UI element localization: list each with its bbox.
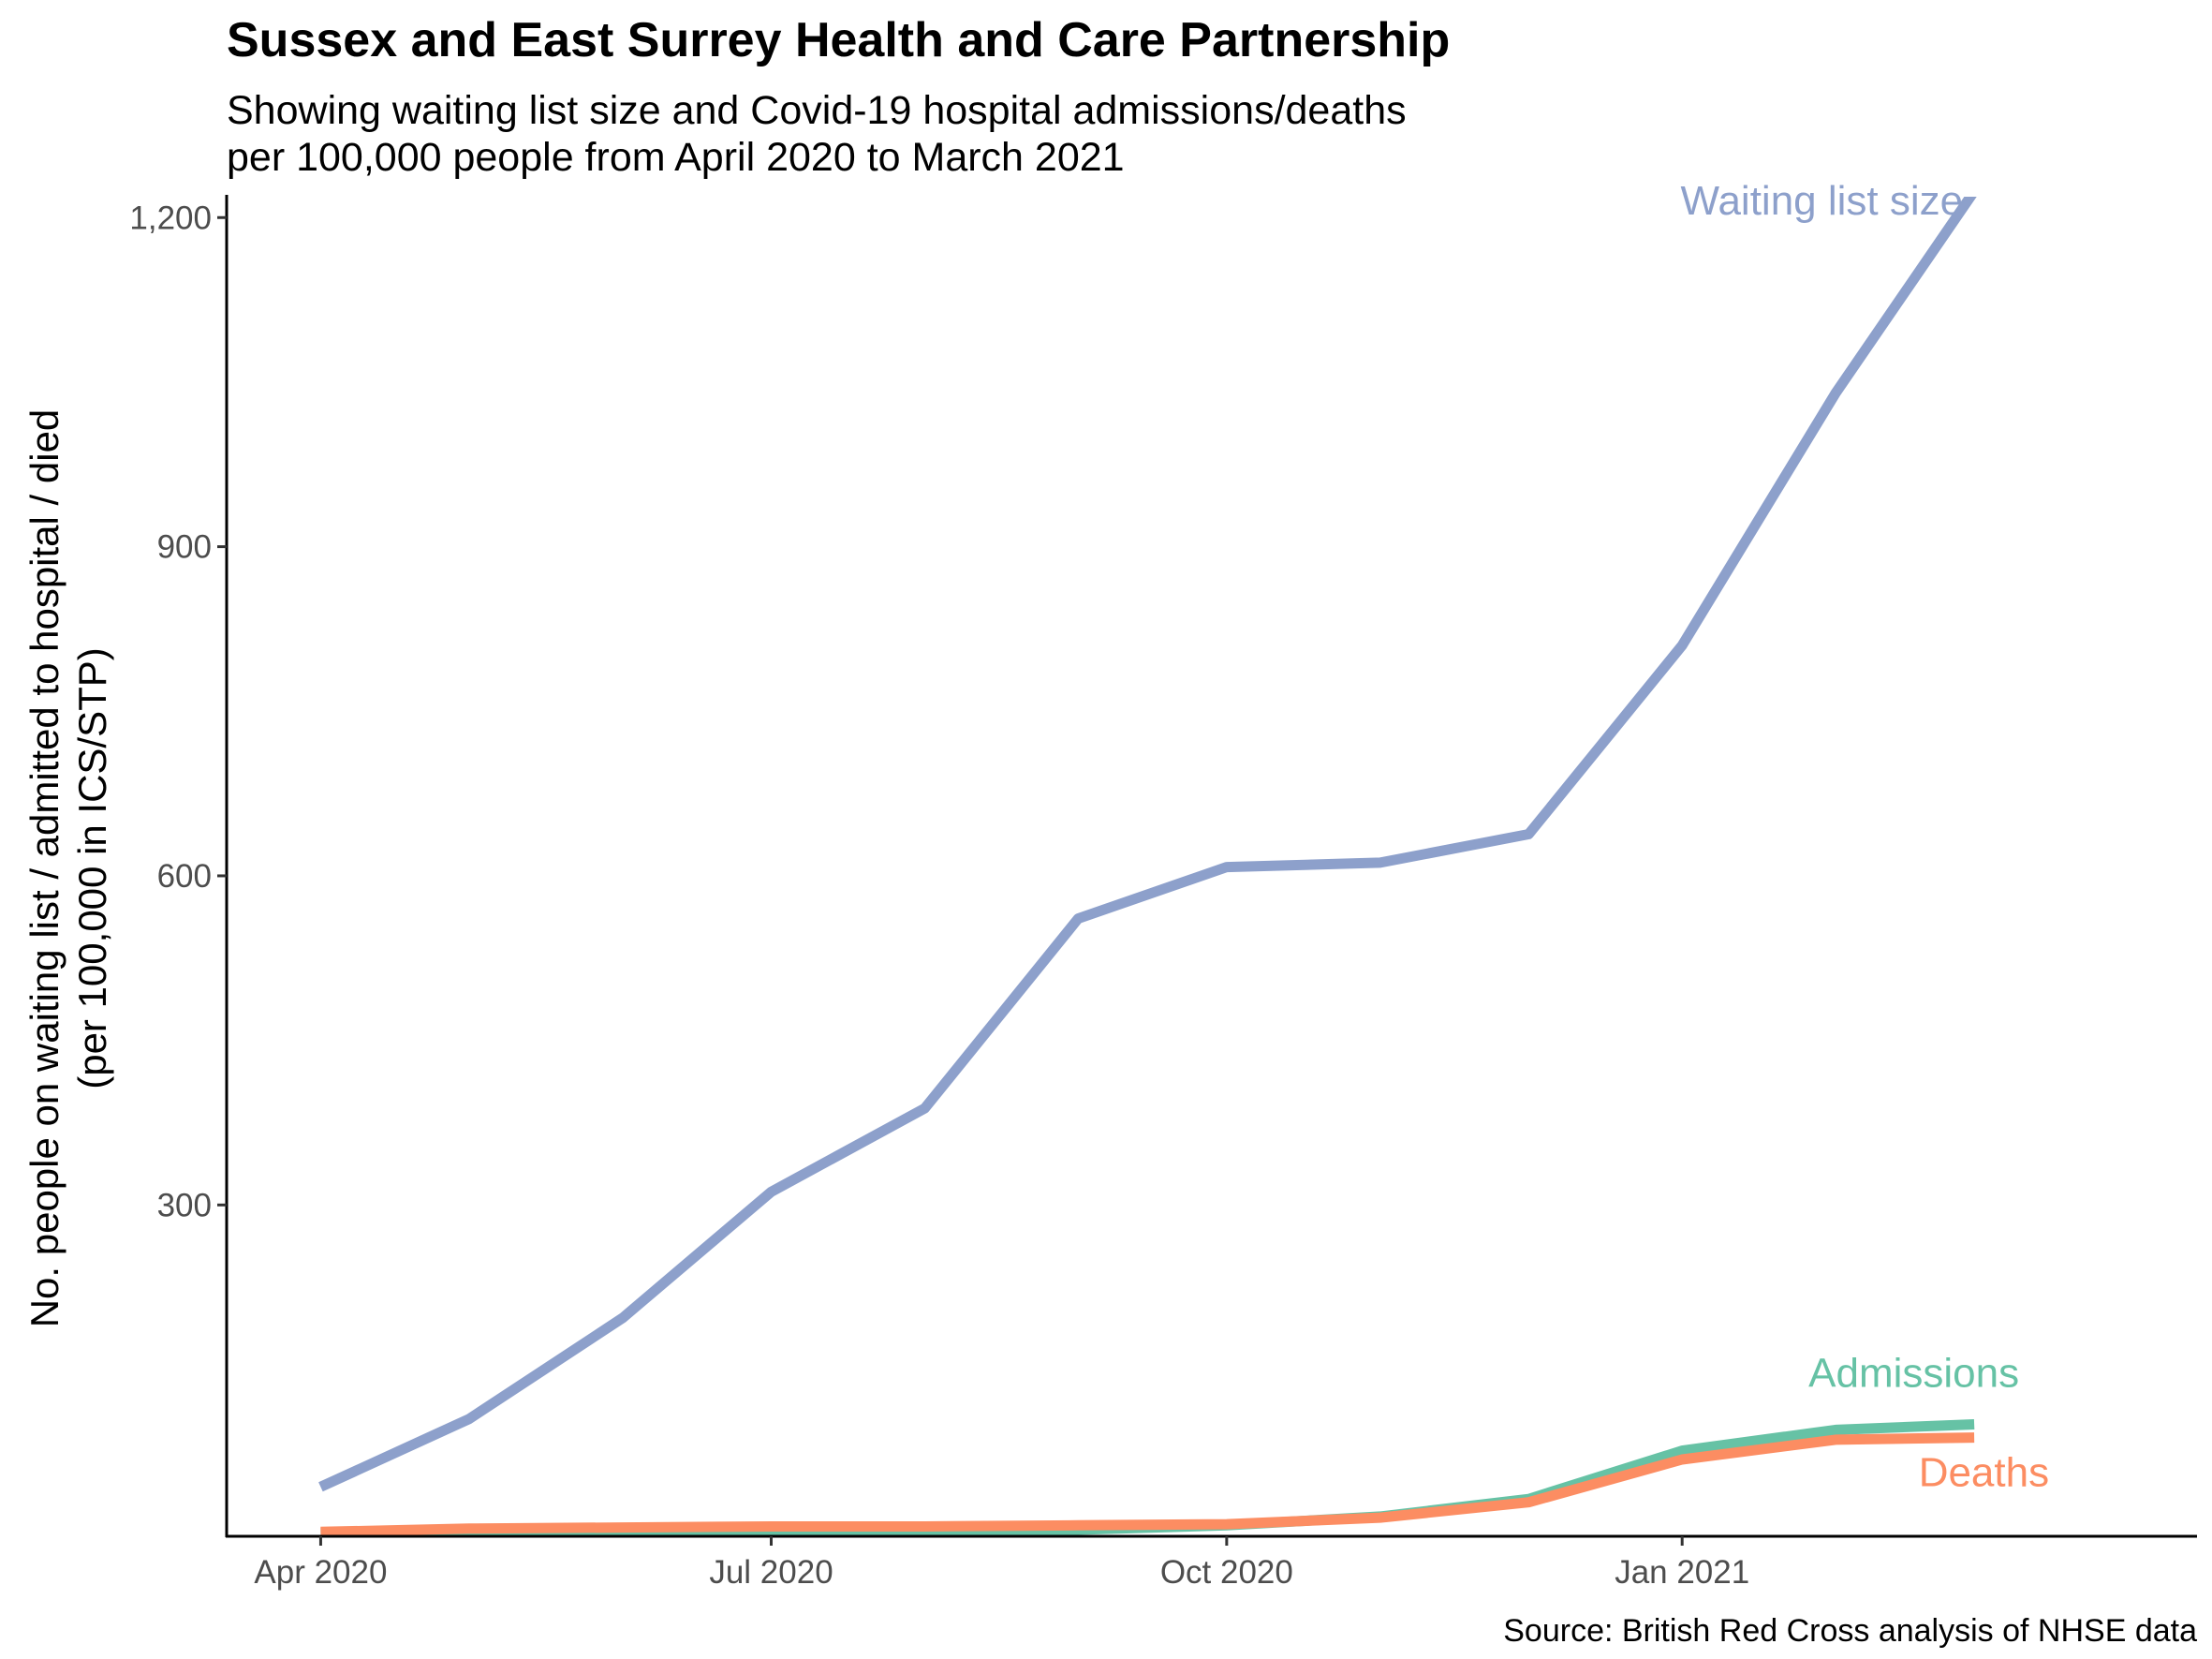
series-line-deaths: [320, 1432, 1975, 1536]
y-tick-label: 600: [157, 858, 212, 895]
y-axis-title-line-2: (per 100,000 in ICS/STP): [70, 647, 114, 1089]
series-label: Waiting list size: [1681, 178, 1964, 224]
x-tick-label: Apr 2020: [254, 1554, 387, 1591]
chart-subtitle-line-1: Showing waiting list size and Covid-19 h…: [227, 88, 1407, 133]
y-tick-label: 1,200: [129, 200, 212, 236]
series-label: Admissions: [1808, 1351, 2019, 1397]
series-group: [318, 197, 1977, 1536]
series-line-waiting-list-size: [318, 197, 1977, 1492]
chart-subtitle-line-2: per 100,000 people from April 2020 to Ma…: [227, 135, 1125, 180]
y-tick-label: 900: [157, 529, 212, 566]
plot-area: 300 600 900 1,200 Apr 2020 Jul 2020 Oct 2020 Ja…: [129, 178, 2197, 1591]
y-axis-title-line-1: No. people on waiting list / admitted to…: [22, 409, 66, 1328]
x-tick-label: Jul 2020: [709, 1554, 833, 1591]
series-line-admissions: [320, 1419, 1975, 1536]
x-tick-label: Oct 2020: [1160, 1554, 1293, 1591]
y-axis-title: No. people on waiting list / admitted to…: [22, 409, 114, 1328]
chart-caption: Source: British Red Cross analysis of NH…: [1503, 1613, 2197, 1649]
series-label: Deaths: [1919, 1450, 2049, 1496]
chart-title: Sussex and East Surrey Health and Care P…: [227, 13, 1450, 67]
y-tick-label: 300: [157, 1187, 212, 1223]
x-tick-label: Jan 2021: [1615, 1554, 1749, 1591]
